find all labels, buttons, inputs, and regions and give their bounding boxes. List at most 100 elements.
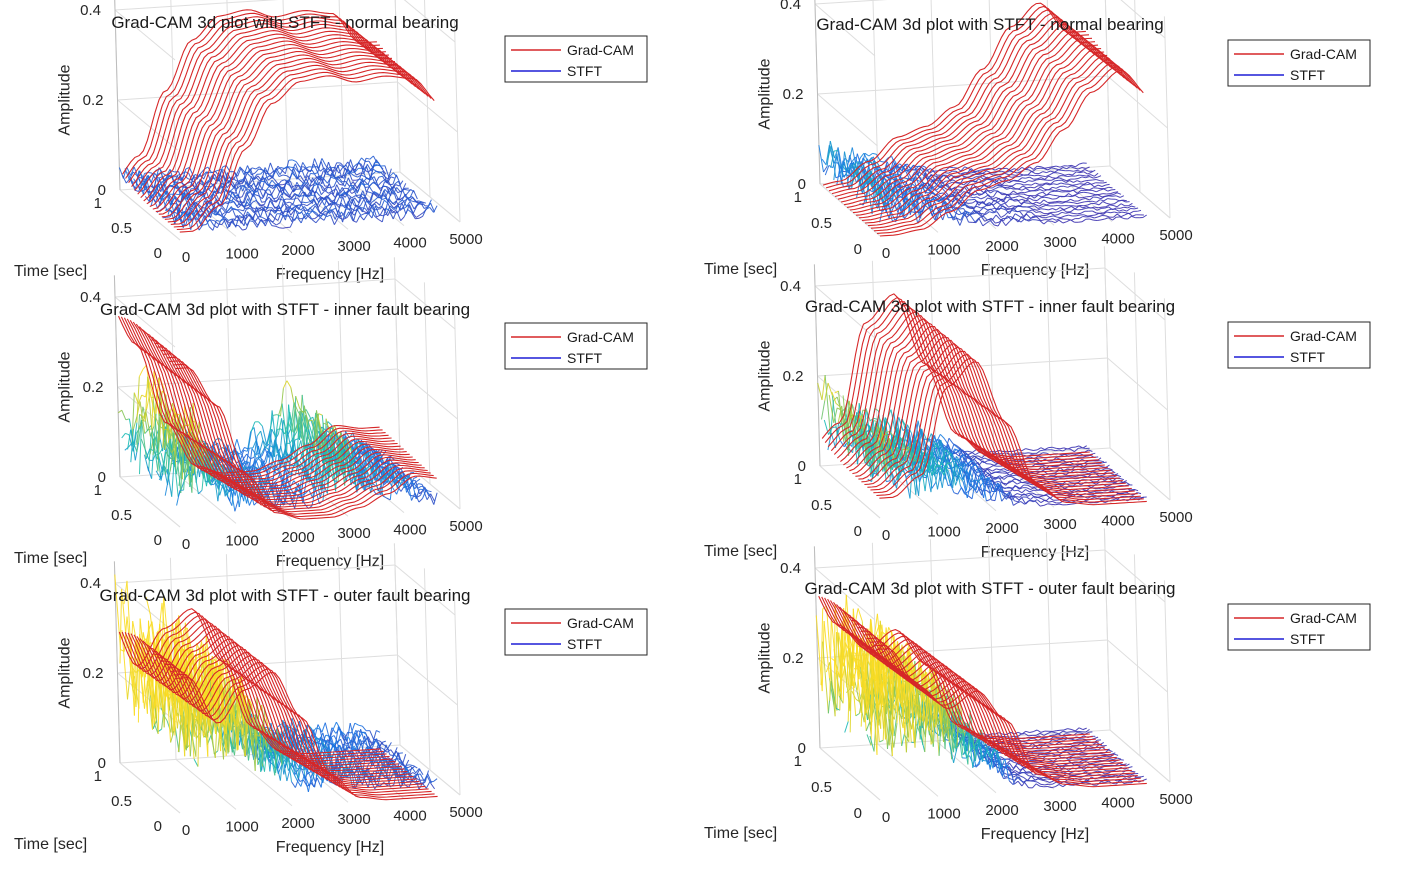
stft-line-segment xyxy=(910,211,915,214)
stft-line-segment xyxy=(175,444,182,493)
stft-line-segment xyxy=(1058,200,1064,203)
stft-line-segment xyxy=(209,218,215,226)
stft-line-segment xyxy=(245,220,250,230)
stft-line-segment xyxy=(252,221,258,228)
stft-line-segment xyxy=(291,172,297,178)
stft-line-segment xyxy=(1105,183,1110,186)
x-tick-label: 0 xyxy=(182,249,190,266)
stft-line-segment xyxy=(890,409,896,433)
stft-line-segment xyxy=(1067,195,1072,198)
grid-line xyxy=(987,253,995,456)
stft-line-segment xyxy=(370,209,376,217)
stft-line-segment xyxy=(395,174,401,184)
stft-line-segment xyxy=(369,191,375,203)
stft-line-segment xyxy=(1058,189,1064,192)
stft-line-segment xyxy=(1005,221,1010,226)
stft-line-segment xyxy=(1070,219,1075,223)
stft-line-segment xyxy=(1092,179,1097,181)
stft-line-segment xyxy=(307,175,313,183)
stft-line-segment xyxy=(1051,189,1056,192)
stft-line-segment xyxy=(996,211,1002,218)
stft-line-segment xyxy=(310,477,315,480)
gradcam-curve xyxy=(117,315,380,474)
stft-line-segment xyxy=(1050,170,1055,173)
legend-entry: STFT xyxy=(567,350,602,366)
z-tick-label: 0 xyxy=(98,182,106,199)
stft-line-segment xyxy=(269,184,275,189)
stft-line-segment xyxy=(1043,189,1048,192)
stft-line-segment xyxy=(219,218,224,222)
stft-line-segment xyxy=(943,196,948,198)
stft-line-segment xyxy=(1036,186,1042,190)
stft-line-segment xyxy=(296,410,301,432)
stft-line-segment xyxy=(365,160,370,163)
stft-line-segment xyxy=(406,478,412,501)
grid-line xyxy=(988,0,995,174)
stft-line-segment xyxy=(427,490,432,493)
stft-line-segment xyxy=(363,164,368,174)
stft-line-segment xyxy=(344,439,348,486)
stft-line-segment xyxy=(1012,193,1017,195)
legend-entry: STFT xyxy=(567,63,602,79)
stft-line-segment xyxy=(363,476,369,488)
stft-line-segment xyxy=(326,166,331,171)
stft-line-segment xyxy=(869,156,874,162)
stft-line-segment xyxy=(255,166,260,170)
stft-line-segment xyxy=(1029,176,1034,180)
stft-line-segment xyxy=(1081,167,1086,170)
stft-line-segment xyxy=(986,170,991,174)
stft-line-segment xyxy=(1066,219,1071,223)
stft-line-segment xyxy=(253,435,258,458)
stft-line-segment xyxy=(1091,214,1096,216)
stft-line-segment xyxy=(320,217,325,221)
stft-line-segment xyxy=(983,197,988,204)
stft-line-segment xyxy=(404,475,409,489)
stft-line-segment xyxy=(172,181,177,186)
stft-line-segment xyxy=(367,455,373,475)
gradcam-curve xyxy=(122,9,377,175)
stft-line-segment xyxy=(325,165,330,171)
stft-line-segment xyxy=(1008,193,1013,197)
stft-line-segment xyxy=(1047,211,1052,215)
stft-line-segment xyxy=(208,193,213,200)
stft-line-segment xyxy=(297,197,302,204)
grid-line xyxy=(872,0,879,181)
stft-line-segment xyxy=(377,484,383,492)
stft-line-segment xyxy=(1074,167,1079,170)
grid-line xyxy=(1133,272,1141,475)
stft-line-segment xyxy=(1085,197,1090,201)
stft-line-segment xyxy=(1075,163,1080,168)
stft-line-segment xyxy=(139,406,144,428)
stft-line-segment xyxy=(346,172,351,175)
gradcam-curve xyxy=(834,16,1099,198)
gradcam-curve xyxy=(822,2,1086,186)
stft-line-segment xyxy=(252,193,258,202)
gradcam-curve xyxy=(167,61,423,223)
stft-line-segment xyxy=(1050,190,1055,193)
stft-line-segment xyxy=(304,191,310,200)
stft-line-segment xyxy=(258,168,263,171)
stft-line-segment xyxy=(167,426,172,443)
stft-line-segment xyxy=(145,448,151,459)
stft-line-segment xyxy=(1121,211,1126,214)
stft-line-segment xyxy=(1104,195,1109,198)
stft-line-segment xyxy=(1055,207,1061,211)
stft-line-segment xyxy=(996,175,1001,178)
stft-line-segment xyxy=(370,176,376,184)
y-tick-label: 0 xyxy=(154,532,162,549)
y-tick-label: 0 xyxy=(154,245,162,262)
stft-line-segment xyxy=(296,461,302,468)
stft-line-segment xyxy=(1058,202,1062,204)
stft-line-segment xyxy=(1063,175,1068,177)
stft-line-segment xyxy=(974,193,979,196)
stft-line-segment xyxy=(400,216,405,222)
stft-line-segment xyxy=(912,193,917,206)
stft-line-segment xyxy=(864,172,869,182)
stft-line-segment xyxy=(309,198,314,203)
stft-line-segment xyxy=(1055,217,1061,221)
stft-line-segment xyxy=(326,176,332,184)
stft-line-segment xyxy=(403,209,409,218)
stft-line-segment xyxy=(286,206,292,216)
stft-line-segment xyxy=(149,391,155,413)
